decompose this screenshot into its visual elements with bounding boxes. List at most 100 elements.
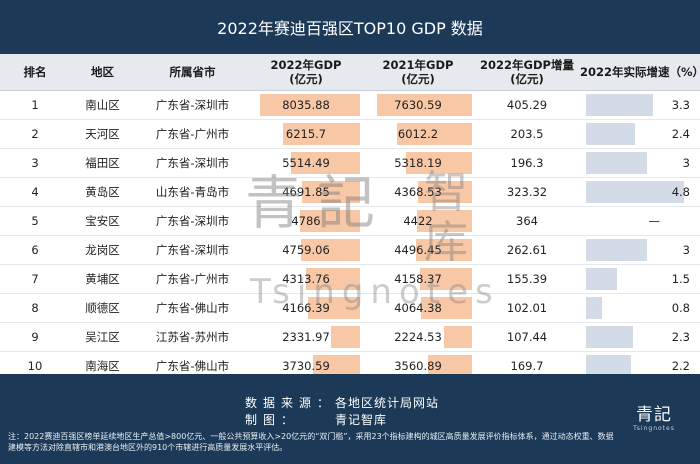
growth-bar xyxy=(586,326,633,348)
gdp2021-bar xyxy=(420,268,472,290)
table-row: 1 南山区 广东省-深圳市 8035.88 7630.59 405.29 3.3 xyxy=(0,90,700,120)
province-cell: 广东省-深圳市 xyxy=(135,148,250,178)
gdp2021-cell: 6012.2 xyxy=(362,119,474,149)
gdp2022-cell: 5514.49 xyxy=(250,148,362,178)
growth-value: 2.3 xyxy=(671,330,690,344)
gdp2021-bar xyxy=(444,326,472,348)
gdp2021-bar xyxy=(416,210,472,232)
header-rank: 排名 xyxy=(0,54,70,91)
gdp2021-value: 4496.45 xyxy=(394,243,442,257)
growth-cell: 3.3 xyxy=(580,90,700,120)
header-district: 地区 xyxy=(70,54,135,91)
source-block: 数据来源： 各地区统计局网站 制图： 青记智库 xyxy=(245,395,439,429)
gdp2021-value: 5318.19 xyxy=(394,156,442,170)
growth-bar xyxy=(586,94,654,116)
header-province: 所属省市 xyxy=(135,54,250,91)
province-cell: 广东省-深圳市 xyxy=(135,235,250,265)
source-label: 数据来源： xyxy=(245,396,336,410)
gdp2021-bar xyxy=(415,239,472,261)
rank-cell: 2 xyxy=(0,119,70,149)
gdp2022-bar xyxy=(300,239,360,261)
header-gdp-2021-line1: 2021年GDP xyxy=(382,58,454,72)
gdp2021-cell: 7630.59 xyxy=(362,90,474,120)
rank-cell: 3 xyxy=(0,148,70,178)
province-cell: 广东省-深圳市 xyxy=(135,206,250,236)
gdp2022-value: 4691.85 xyxy=(282,185,330,199)
gdp2022-cell: 4786 xyxy=(250,206,362,236)
gdp2021-value: 2224.53 xyxy=(394,330,442,344)
growth-bar xyxy=(586,268,617,290)
district-cell: 宝安区 xyxy=(70,206,135,236)
growth-value: 2.4 xyxy=(671,127,690,141)
gdp2021-value: 4158.37 xyxy=(394,272,442,286)
gdp2022-bar xyxy=(306,268,360,290)
gdp2021-value: 6012.2 xyxy=(397,127,439,141)
district-cell: 天河区 xyxy=(70,119,135,149)
gdp2021-bar xyxy=(397,123,472,145)
gdp2021-cell: 5318.19 xyxy=(362,148,474,178)
growth-bar xyxy=(586,181,684,203)
growth-value: — xyxy=(648,214,661,228)
district-cell: 福田区 xyxy=(70,148,135,178)
brand-logo-en: Tsingnotes xyxy=(633,425,675,432)
increase-cell: 262.61 xyxy=(474,235,580,265)
gdp2022-cell: 4759.06 xyxy=(250,235,362,265)
table-row: 5 宝安区 广东省-深圳市 4786 4422 364 — xyxy=(0,206,700,236)
growth-bar xyxy=(586,152,648,174)
increase-cell: 364 xyxy=(474,206,580,236)
gdp2021-bar xyxy=(417,181,472,203)
gdp2022-bar xyxy=(330,326,360,348)
gdp2022-cell: 6215.7 xyxy=(250,119,362,149)
gdp2021-bar xyxy=(427,355,472,377)
header-increase-line2: (亿元) xyxy=(510,72,544,86)
gdp2022-value: 2331.97 xyxy=(282,330,330,344)
gdp-table: 排名 地区 所属省市 2022年GDP (亿元) 2021年GDP (亿元) 202… xyxy=(0,54,700,381)
gdp2021-value: 3560.89 xyxy=(394,359,442,373)
district-cell: 吴江区 xyxy=(70,322,135,352)
growth-cell: 3 xyxy=(580,148,700,178)
gdp2022-value: 5514.49 xyxy=(282,156,330,170)
gdp2022-value: 4786 xyxy=(291,214,321,228)
growth-value: 0.8 xyxy=(671,301,690,315)
growth-cell: 1.5 xyxy=(580,264,700,294)
footnote: 注：2022赛迪百强区榜单延续地区生产总值>800亿元、一般公共预算收入>20亿… xyxy=(8,432,614,452)
gdp2022-value: 3730.59 xyxy=(282,359,330,373)
growth-cell: 2.3 xyxy=(580,322,700,352)
growth-bar xyxy=(586,239,648,261)
gdp2021-cell: 4158.37 xyxy=(362,264,474,294)
growth-cell: — xyxy=(580,206,700,236)
source-value: 各地区统计局网站 xyxy=(335,396,440,410)
growth-cell: 2.4 xyxy=(580,119,700,149)
header-increase-line1: 2022年GDP增量 xyxy=(480,58,574,72)
gdp2021-value: 7630.59 xyxy=(394,98,442,112)
gdp2022-cell: 4313.76 xyxy=(250,264,362,294)
increase-cell: 203.5 xyxy=(474,119,580,149)
increase-cell: 405.29 xyxy=(474,90,580,120)
district-cell: 顺德区 xyxy=(70,293,135,323)
gdp2022-bar xyxy=(259,94,360,116)
gdp2022-value: 4759.06 xyxy=(282,243,330,257)
rank-cell: 1 xyxy=(0,90,70,120)
growth-value: 4.8 xyxy=(671,185,690,199)
table-row: 8 顺德区 广东省-佛山市 4166.39 4064.38 102.01 0.8 xyxy=(0,293,700,323)
table-row: 4 黄岛区 山东省-青岛市 4691.85 4368.53 323.32 4.8 xyxy=(0,177,700,207)
header-gdp-2022-line1: 2022年GDP xyxy=(270,58,342,72)
province-cell: 广东省-深圳市 xyxy=(135,90,250,120)
table-row: 7 黄埔区 广东省-广州市 4313.76 4158.37 155.39 1.5 xyxy=(0,264,700,294)
brand-logo-cn: 青記 xyxy=(636,405,672,425)
header-gdp-2022: 2022年GDP (亿元) xyxy=(250,54,362,91)
increase-cell: 155.39 xyxy=(474,264,580,294)
increase-cell: 102.01 xyxy=(474,293,580,323)
gdp2021-value: 4368.53 xyxy=(394,185,442,199)
gdp2021-cell: 4064.38 xyxy=(362,293,474,323)
maker-value: 青记智库 xyxy=(335,413,388,427)
rank-cell: 8 xyxy=(0,293,70,323)
table-body: 1 南山区 广东省-深圳市 8035.88 7630.59 405.29 3.3 2 天河区 广东… xyxy=(0,90,700,381)
growth-cell: 4.8 xyxy=(580,177,700,207)
gdp2021-value: 4422 xyxy=(403,214,433,228)
maker-label: 制图： xyxy=(245,413,300,427)
gdp2022-value: 4166.39 xyxy=(282,301,330,315)
province-cell: 广东省-广州市 xyxy=(135,264,250,294)
province-cell: 广东省-佛山市 xyxy=(135,293,250,323)
table-row: 9 吴江区 江苏省-苏州市 2331.97 2224.53 107.44 2.3 xyxy=(0,322,700,352)
